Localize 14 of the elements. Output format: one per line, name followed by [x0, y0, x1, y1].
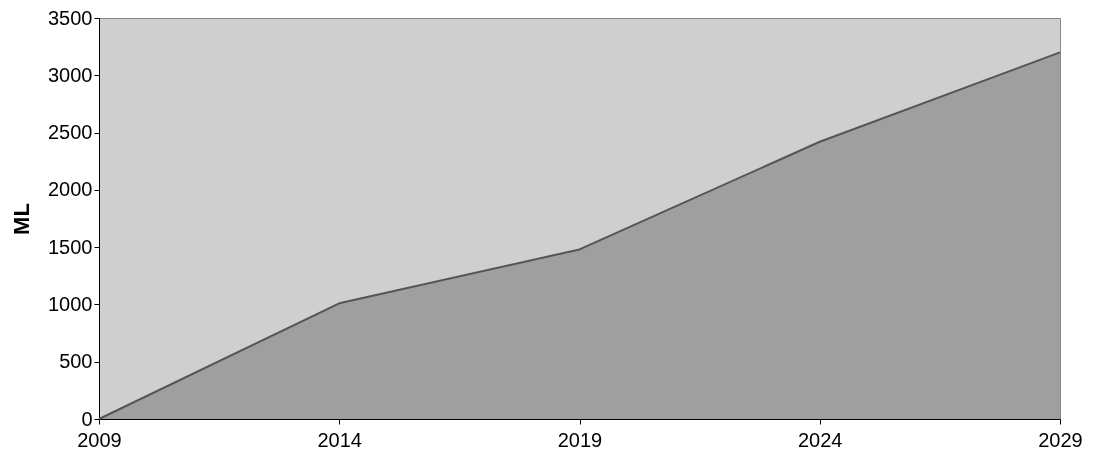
y-tick-label: 3000: [48, 63, 93, 86]
x-tick-label: 2029: [1038, 428, 1083, 451]
y-tick-label: 2000: [48, 178, 93, 201]
y-tick-label: 0: [81, 407, 93, 430]
y-tick-label: 1500: [48, 235, 93, 258]
y-tick-label: 3500: [48, 6, 93, 29]
y-tick-label: 2500: [48, 121, 93, 144]
x-tick-label: 2014: [317, 428, 362, 451]
x-tick-label: 2009: [77, 428, 122, 451]
y-axis-title: ML: [9, 203, 35, 235]
y-tick-label: 500: [59, 350, 93, 373]
y-tick-label: 1000: [48, 292, 93, 315]
x-tick-label: 2024: [798, 428, 843, 451]
x-tick-label: 2019: [557, 428, 603, 451]
